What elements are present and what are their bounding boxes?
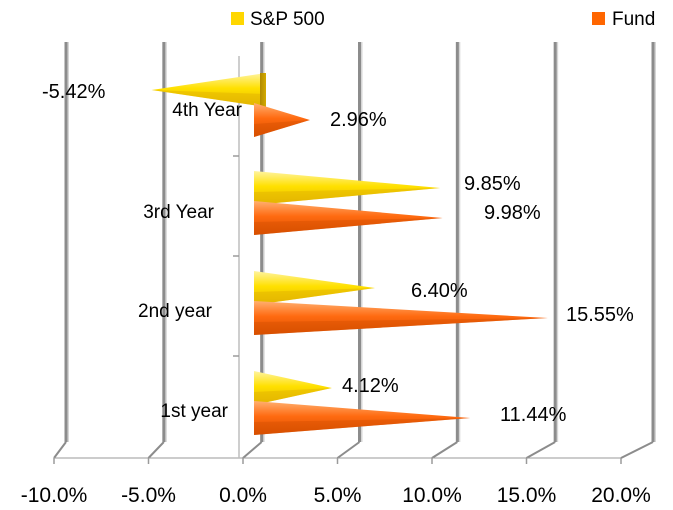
legend: S&P 500 Fund [231, 9, 655, 30]
category-label: 1st year [160, 401, 228, 422]
bar-fund-shade [254, 318, 548, 335]
data-label-fund: 15.55% [566, 304, 634, 326]
bar-fund-shade [254, 418, 471, 435]
bar-sp500-shade [254, 288, 375, 305]
category-label: 2nd year [138, 301, 213, 322]
bar-sp500-shade [254, 388, 332, 405]
legend-label-sp500: S&P 500 [250, 9, 325, 30]
bar-fund [254, 103, 310, 137]
floor-gridline [53, 441, 67, 459]
bar-fund [254, 201, 443, 235]
data-label-fund: 9.98% [484, 202, 541, 224]
legend-swatch-sp500 [231, 12, 244, 25]
x-tick-label: 15.0% [497, 484, 557, 507]
floor-gridline [526, 441, 556, 459]
x-tick-label: 20.0% [591, 484, 651, 507]
data-label-sp500: 6.40% [411, 280, 468, 302]
gridlines [53, 42, 656, 464]
bar-fund-shade [254, 120, 310, 137]
category-label: 4th Year [172, 100, 242, 121]
bar-sp500-base [260, 73, 266, 107]
data-label-sp500: 9.85% [464, 173, 521, 195]
x-tick-label: 10.0% [402, 484, 462, 507]
floor-gridline [336, 441, 361, 459]
bar-fund [254, 401, 471, 435]
data-label-fund: 2.96% [330, 109, 387, 131]
x-axis-ticks: -10.0% -5.0% 0.0% 5.0% 10.0% 15.0% 20.0% [21, 484, 651, 507]
floor-gridline [242, 441, 263, 459]
bars [151, 73, 548, 435]
bar-sp500-shade [151, 90, 266, 107]
category-label: 3rd Year [143, 202, 214, 223]
bar-sp500 [254, 171, 441, 205]
floor-gridline [620, 441, 654, 459]
bar-sp500-shade [254, 188, 441, 205]
x-tick-label: -10.0% [21, 484, 88, 507]
floor-gridline [147, 441, 165, 459]
floor-gridline [431, 441, 458, 459]
x-tick-label: 0.0% [219, 484, 267, 507]
category-labels: 1st year 2nd year 3rd Year 4th Year [138, 100, 243, 422]
data-label-fund: 11.44% [500, 404, 567, 426]
x-tick-label: 5.0% [314, 484, 362, 507]
bar-fund [254, 301, 548, 335]
data-label-sp500: -5.42% [42, 81, 106, 103]
data-label-sp500: 4.12% [342, 375, 399, 397]
bar-sp500 [151, 73, 266, 107]
legend-label-fund: Fund [612, 9, 655, 30]
bar-fund-shade [254, 218, 443, 235]
x-tick-label: -5.0% [121, 484, 176, 507]
legend-swatch-fund [592, 12, 605, 25]
bar-sp500 [254, 271, 375, 305]
data-labels: 4.12% 6.40% 9.85% -5.42% 11.44% 15.55% 9… [42, 81, 634, 426]
bar-sp500 [254, 371, 332, 405]
